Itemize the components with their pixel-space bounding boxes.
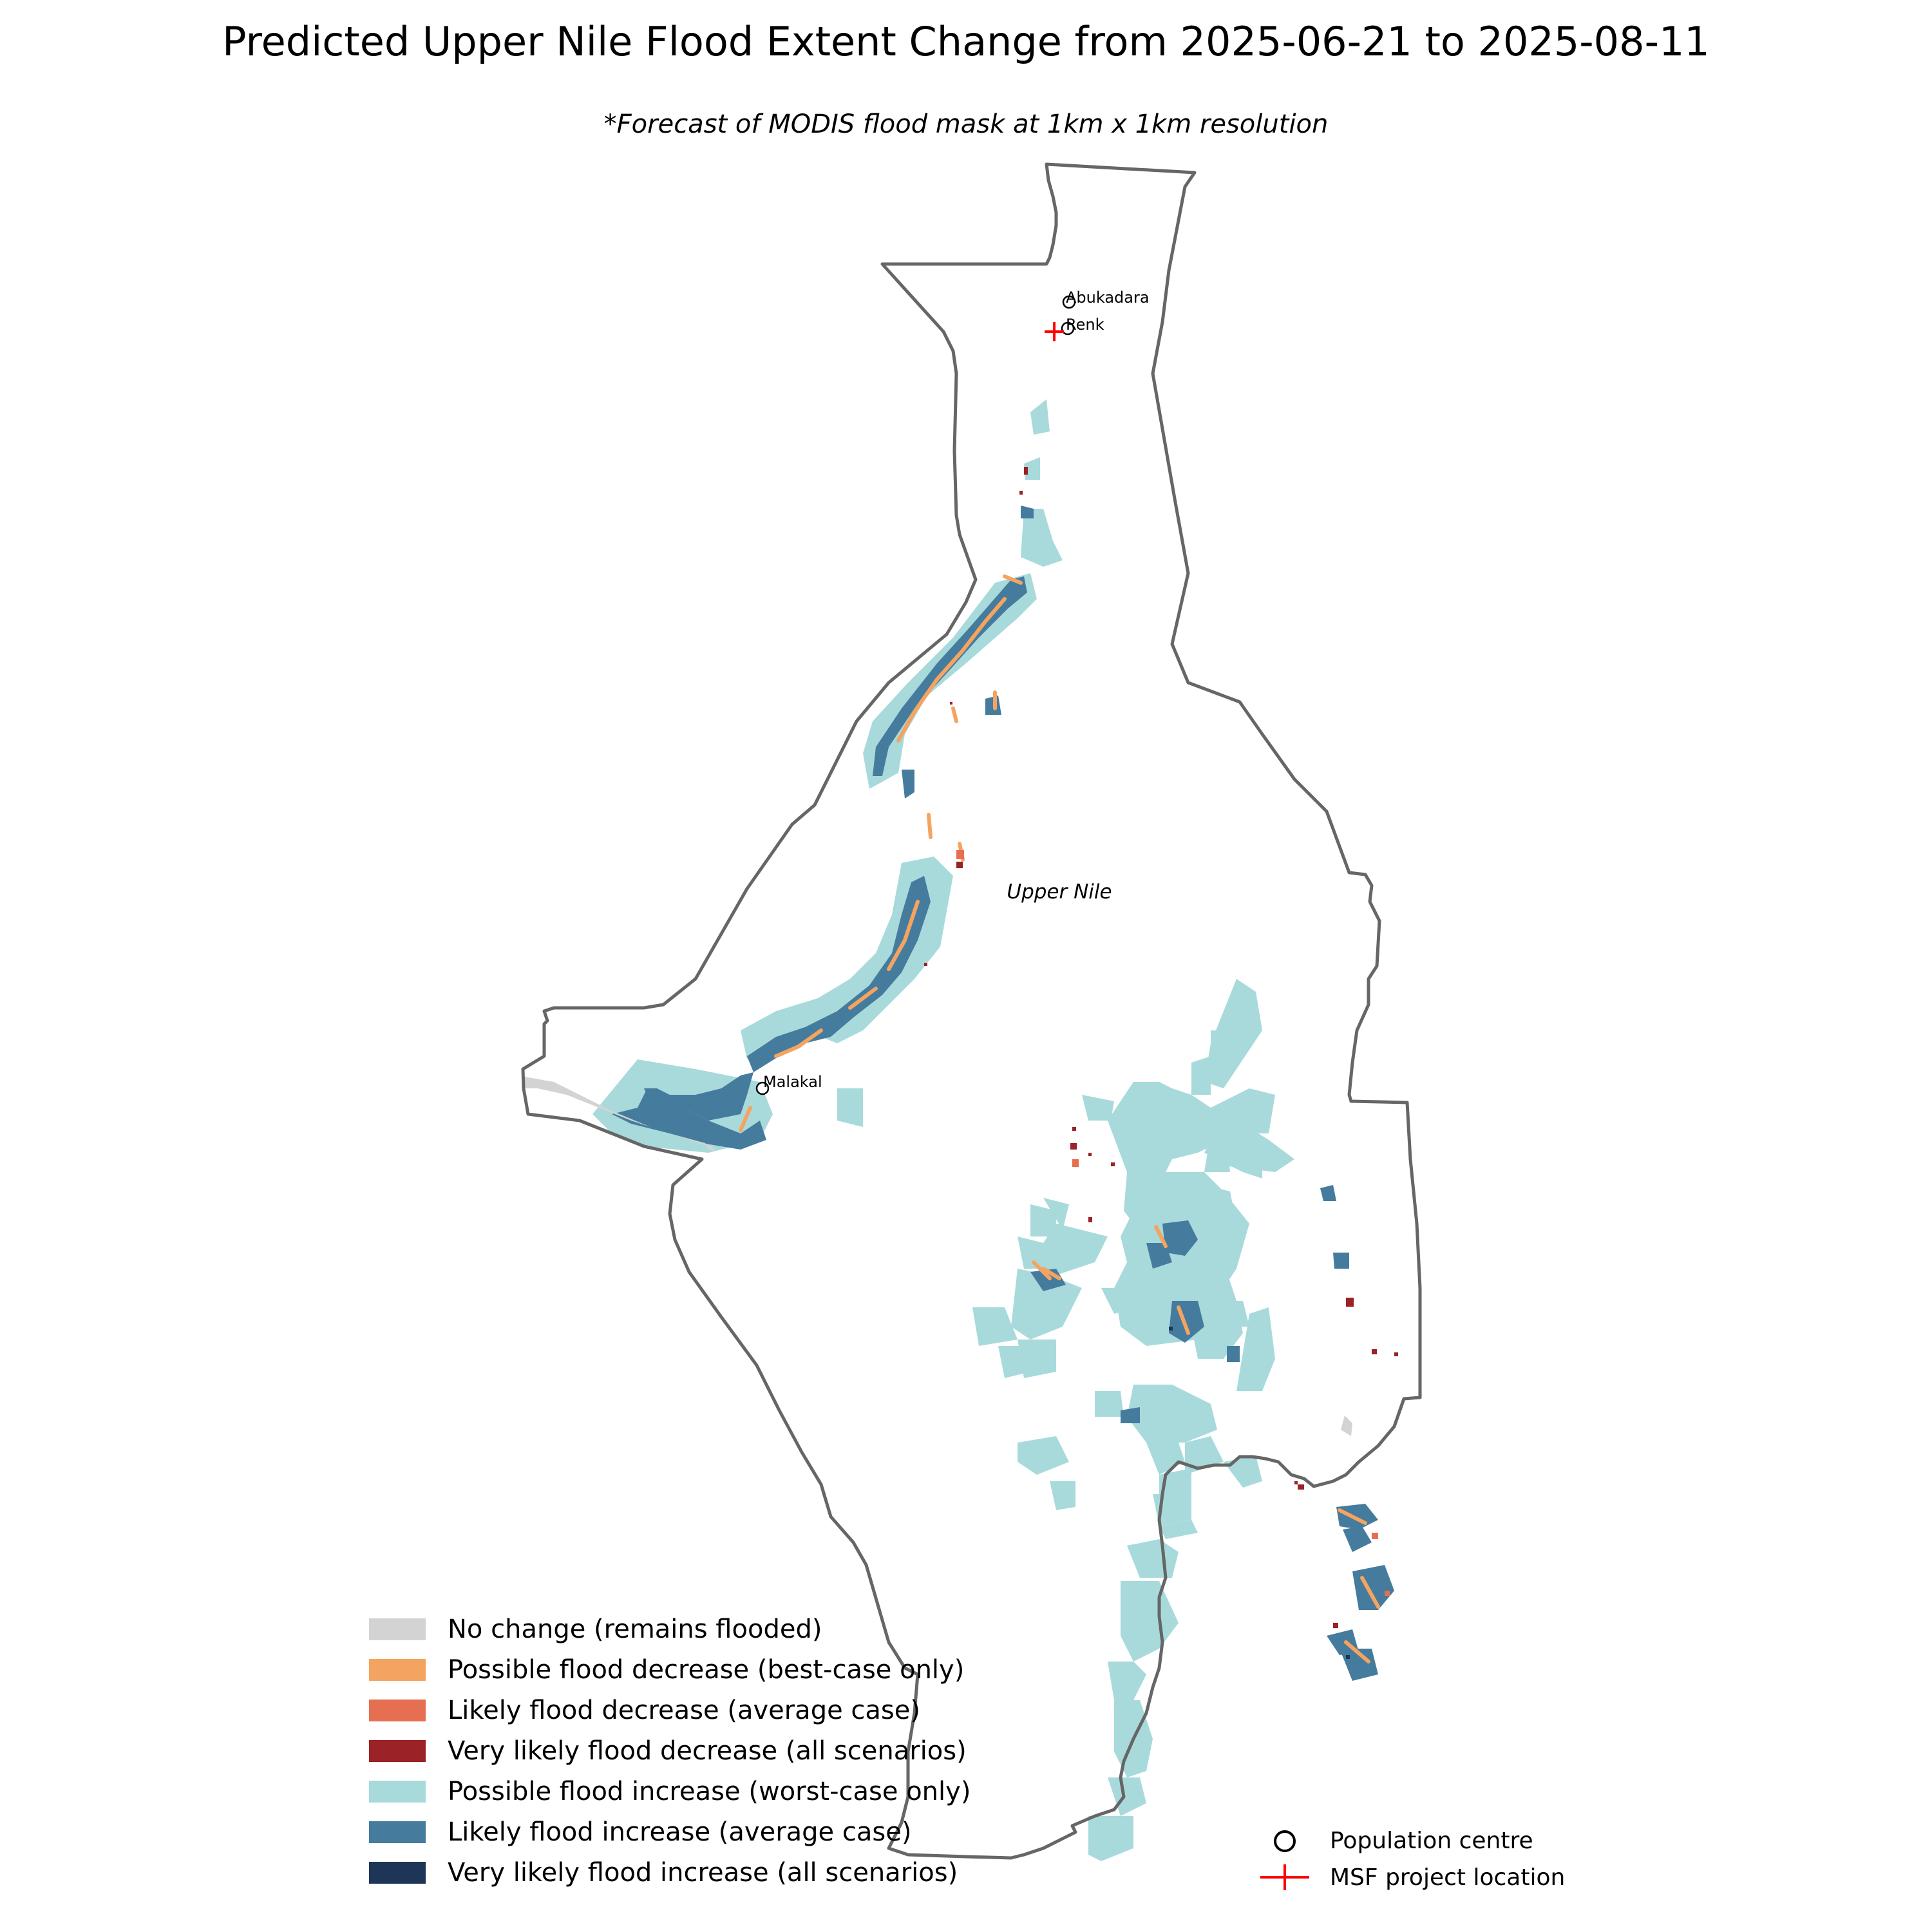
abukadara-marker: [1062, 295, 1076, 309]
place-label-abukadara: Abukadara: [1066, 289, 1150, 307]
region-label: Upper Nile: [1007, 880, 1112, 904]
likely-decrease-layer: [956, 850, 1390, 1596]
legend-label: Very likely flood decrease (all scenario…: [448, 1736, 967, 1766]
legend-item-likely-decrease: Likely flood decrease (average case): [369, 1694, 920, 1727]
legend-item-very-likely-decrease: Very likely flood decrease (all scenario…: [369, 1735, 967, 1767]
legend-item-no-change: No change (remains flooded): [369, 1613, 822, 1645]
likely-increase-layer: [612, 506, 1394, 1681]
renk-marker: [1061, 321, 1075, 336]
legend-label: Population centre: [1330, 1828, 1533, 1854]
legend-label: Possible flood decrease (best-case only): [448, 1655, 965, 1685]
legend-item-possible-increase: Possible flood increase (worst-case only…: [369, 1776, 971, 1808]
msf-project-marker: [1045, 322, 1064, 341]
map-subtitle: *Forecast of MODIS flood mask at 1km x 1…: [603, 109, 1329, 139]
map-title: Predicted Upper Nile Flood Extent Change…: [222, 18, 1710, 65]
place-label-malakal: Malakal: [763, 1073, 822, 1091]
legend-item-population-centre: Population centre: [1259, 1828, 1533, 1854]
legend-label: Very likely flood increase (all scenario…: [448, 1858, 958, 1888]
upper-nile-boundary: [521, 162, 1422, 1860]
possible-decrease-layer: [739, 574, 1380, 1663]
legend-swatch: [369, 1821, 426, 1843]
circle-icon: [1274, 1830, 1296, 1852]
place-label-renk: Renk: [1066, 316, 1104, 334]
legend-swatch: [369, 1862, 426, 1884]
legend-swatch: [369, 1781, 426, 1803]
very-likely-increase-layer: [1169, 1327, 1350, 1659]
legend-item-very-likely-increase: Very likely flood increase (all scenario…: [369, 1857, 958, 1889]
very-likely-decrease-layer: [924, 467, 1398, 1628]
legend-label: Likely flood decrease (average case): [448, 1696, 920, 1725]
legend-item-likely-increase: Likely flood increase (average case): [369, 1816, 911, 1848]
legend-item-msf-project: MSF project location: [1259, 1863, 1565, 1891]
legend-label: MSF project location: [1330, 1864, 1566, 1891]
malakal-marker: [755, 1081, 770, 1095]
legend-swatch: [369, 1618, 426, 1640]
legend-swatch: [369, 1700, 426, 1721]
legend-label: Likely flood increase (average case): [448, 1817, 912, 1847]
no-change-layer: [525, 1077, 1352, 1436]
red-cross-icon: [1260, 1864, 1309, 1890]
legend-swatch: [369, 1740, 426, 1762]
legend-swatch: [369, 1659, 426, 1681]
legend-item-possible-decrease: Possible flood decrease (best-case only): [369, 1654, 964, 1686]
legend-label: No change (remains flooded): [448, 1615, 822, 1644]
legend-label: Possible flood increase (worst-case only…: [448, 1777, 971, 1806]
